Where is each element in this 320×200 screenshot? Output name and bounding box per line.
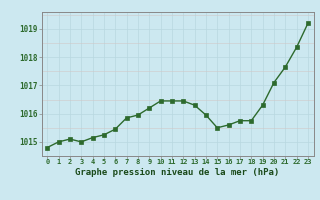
X-axis label: Graphe pression niveau de la mer (hPa): Graphe pression niveau de la mer (hPa) — [76, 168, 280, 177]
